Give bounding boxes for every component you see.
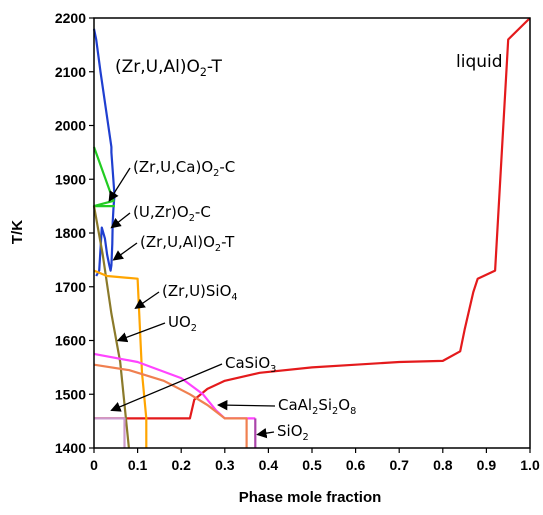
series-line-7 [94,417,126,448]
annotation-layer: (Zr,U,Al)O2-T liquid (Zr,U,Ca)O2-C (U,Zr)O2… [115,52,503,443]
series-line-0 [94,17,531,420]
y-tick-label: 1800 [55,225,86,241]
x-axis-label: Phase mole fraction [239,489,382,506]
x-tick-label: 0.5 [302,457,322,473]
x-tick-label: 0.3 [215,457,235,473]
x-tick-label: 0.6 [346,457,366,473]
series-line-3 [92,205,130,449]
annotation-label-3: (U,Zr)O2-C [133,203,211,224]
tick-layer: 0 0.1 0.2 0.3 0.4 0.5 0.6 0.7 0.8 0.9 1.0 1400 1500 1… [55,10,540,473]
y-tick-label: 1700 [55,279,86,295]
annotation-arrow-5 [134,291,160,309]
annotation-label-0: (Zr,U,Al)O2-T [115,57,222,79]
annotation-label-6: UO2 [168,313,197,334]
series-line-2 [92,146,115,208]
x-tick-label: 0.2 [171,457,191,473]
annotation-label-4: (Zr,U,Al)O2-T [140,233,235,254]
annotation-arrow-6 [116,322,166,343]
y-tick-label: 1600 [55,333,86,349]
annotation-label-8: CaAl2Si2O8 [278,396,356,417]
annotation-arrow-7 [110,363,223,412]
y-tick-label: 2100 [55,64,86,80]
annotation-label-7: CaSiO3 [225,354,276,375]
series-line-6 [93,363,248,448]
annotation-arrow-9 [256,428,275,439]
y-tick-label: 2200 [55,10,86,26]
annotation-label-2: (Zr,U,Ca)O2-C [133,158,235,179]
series-layer [92,17,531,449]
y-tick-label: 1400 [55,440,86,456]
arrow-layer [108,167,276,439]
annotation-arrow-8 [216,399,276,411]
x-tick-label: 0.9 [477,457,497,473]
annotation-arrow-2 [108,167,131,202]
annotation-label-5: (Zr,U)SiO4 [162,282,238,303]
series-line-4 [93,269,148,448]
annotation-arrow-4 [112,242,138,261]
x-tick-label: 0.1 [128,457,148,473]
y-tick-label: 1900 [55,171,86,187]
annotation-label-9: SiO2 [277,422,309,443]
x-tick-label: 0 [90,457,98,473]
y-tick-label: 2000 [55,118,86,134]
y-tick-label: 1500 [55,386,86,402]
annotation-arrow-3 [110,212,131,229]
annotation-label-1: liquid [456,52,503,72]
x-tick-label: 0.7 [389,457,409,473]
series-line-1 [92,28,116,277]
x-tick-label: 0.8 [433,457,453,473]
x-tick-label: 1.0 [520,457,540,473]
x-tick-label: 0.4 [259,457,279,473]
y-axis-label: T/K [9,220,26,244]
